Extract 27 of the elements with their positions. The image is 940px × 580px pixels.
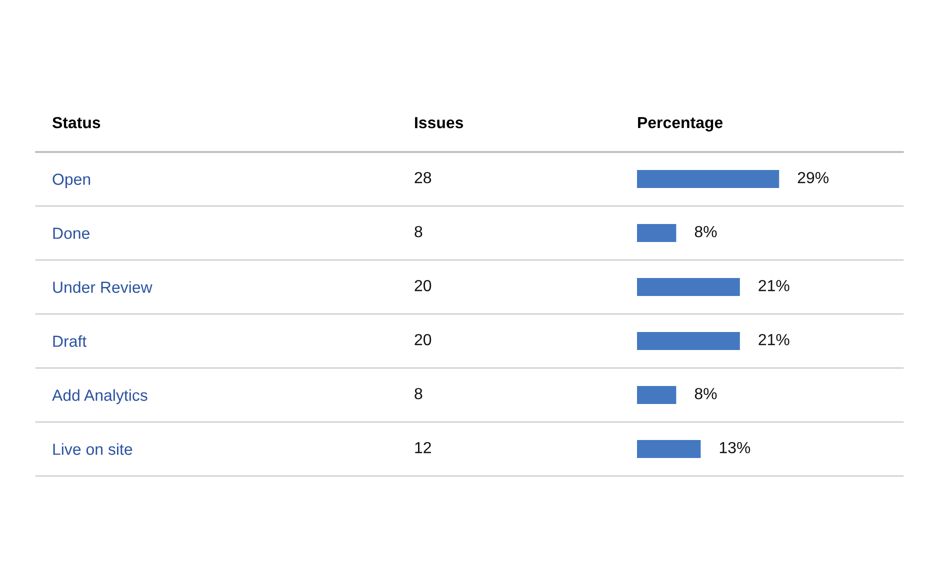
y-tick-label: Live on site [53, 443, 132, 455]
chart-title: Percentage [638, 117, 723, 132]
y-tick-label: Done [53, 228, 90, 239]
text: 28 [414, 172, 432, 184]
bar [637, 278, 740, 296]
bar [637, 386, 676, 404]
data-label: 29% [798, 172, 828, 184]
y-tick-label: Under Review [53, 281, 152, 293]
y-tick-label: Draft [53, 335, 86, 347]
y-tick-label: Open [52, 174, 90, 188]
text: 20 [414, 334, 432, 346]
data-label: 13% [720, 442, 750, 454]
text: 8 [414, 388, 422, 400]
data-label: 21% [758, 334, 790, 346]
data-label: 8% [694, 226, 717, 238]
y-tick-label: Add Analytics [52, 389, 148, 404]
text: 12 [415, 442, 431, 454]
text: 8 [414, 226, 422, 238]
y-axis-title: Status [52, 116, 100, 128]
text: Issues [415, 117, 464, 128]
data-label: 21% [758, 280, 790, 292]
data-label: 8% [694, 388, 717, 400]
text: 20 [414, 280, 432, 292]
bar [637, 170, 780, 188]
bar [637, 224, 676, 242]
bar [637, 332, 740, 350]
bar [637, 440, 701, 458]
